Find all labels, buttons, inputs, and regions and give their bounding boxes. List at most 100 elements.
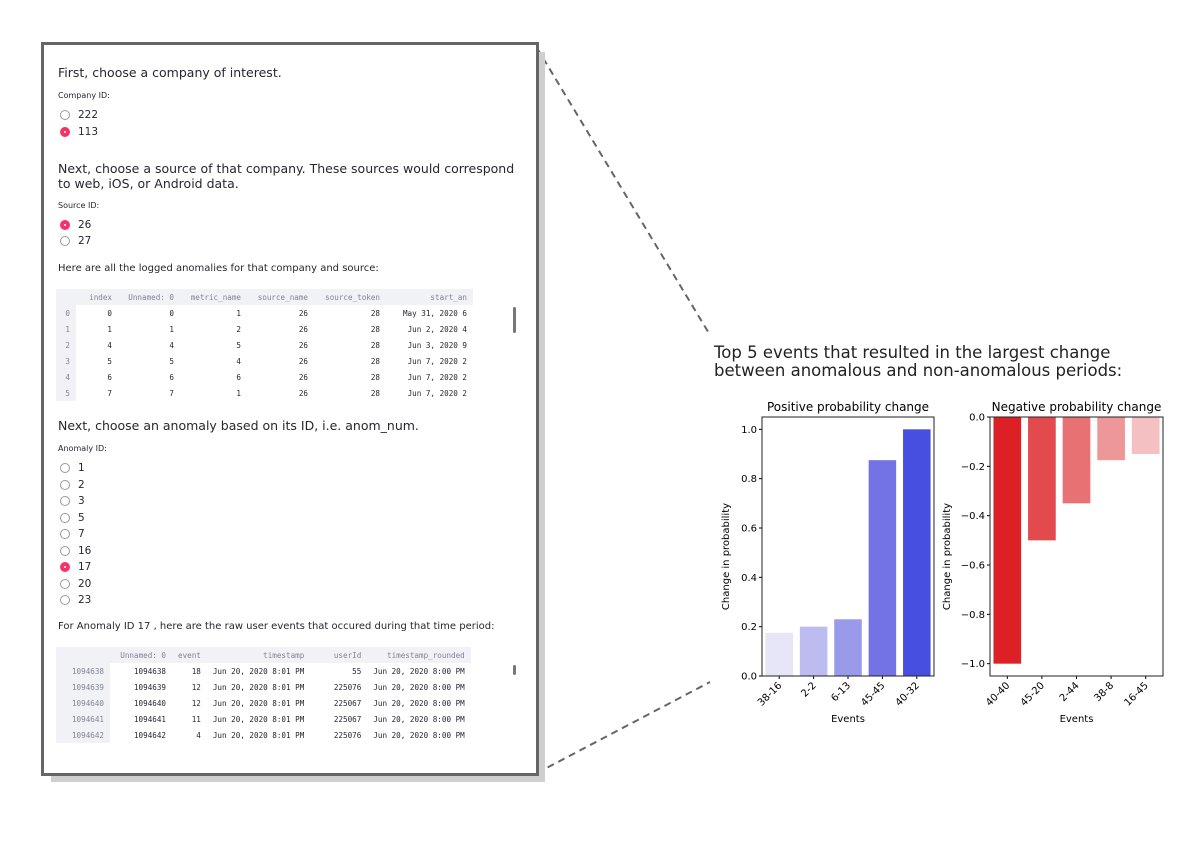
radio-unselected-icon [60,463,70,473]
anomalies-table[interactable]: index Unnamed: 0 metric_name source_name sou… [56,289,518,403]
radio-unselected-icon [60,595,70,605]
figure-title: Top 5 events that resulted in the larges… [714,343,1123,380]
table-row[interactable]: 4 6 6 6 26 28 Jun 7, 2020 2 [56,369,473,385]
table-cell: Jun 2, 2020 4 [407,324,467,334]
bar [1097,417,1125,461]
table-cell: 26 [298,372,308,382]
table-cell: 225067 [333,714,362,724]
events-text: For Anomaly ID 17 , here are the raw use… [58,621,495,632]
table-cell: Jun 20, 2020 8:00 PM [373,682,465,692]
table-row[interactable]: 1094641 1094641 11 Jun 20, 2020 8:01 PM 2250… [56,711,471,727]
anomalies-text: Here are all the logged anomalies for th… [58,263,379,274]
y-tick-label: 0.0 [741,672,757,683]
column-header[interactable]: timestamp_rounded [367,647,471,663]
column-header[interactable] [56,647,110,663]
radio-option[interactable]: 17 [60,559,91,575]
y-tick-label: −1.0 [961,659,985,670]
table-row[interactable]: 0 0 0 1 26 28 May 31, 2020 6 [56,305,473,321]
table-cell: Jun 20, 2020 8:00 PM [373,698,465,708]
table-cell: 1094641 [133,714,166,724]
table-cell: 7 [107,388,112,398]
table-cell: 26 [298,388,308,398]
table-cell: 1 [236,308,241,318]
radio-unselected-icon [60,512,70,523]
x-axis-label: Events [831,714,865,725]
row-index: 1094642 [56,727,110,743]
events-table[interactable]: Unnamed: 0 event timestamp userId timestamp_… [56,647,518,751]
column-header[interactable]: index [76,289,118,305]
table-scrollbar[interactable] [513,665,516,675]
radio-option[interactable]: 26 [60,217,91,233]
row-index: 3 [56,353,76,369]
radio-unselected-icon [60,236,70,246]
x-tick-label: 45-45 [859,680,887,708]
table-cell: 5 [107,356,112,366]
radio-label: 2 [78,478,85,491]
bar [1028,417,1056,541]
column-header[interactable]: start_an [386,289,473,305]
x-tick-label: 16-45 [1122,680,1150,708]
column-header[interactable]: event [172,647,207,663]
bar [1062,417,1091,504]
radio-option[interactable]: 1 [60,460,85,476]
table-cell: 28 [370,388,380,398]
column-header[interactable]: Unnamed: 0 [110,647,172,663]
table-row[interactable]: 1 1 1 2 26 28 Jun 2, 2020 4 [56,321,473,337]
column-header[interactable]: Unnamed: 0 [118,289,180,305]
table-row[interactable]: 5 7 7 1 26 28 Jun 7, 2020 2 [56,385,473,401]
radio-option[interactable]: 2 [60,477,85,493]
radio-label: 7 [78,528,85,540]
y-tick-label: 0.2 [741,622,757,633]
radio-option[interactable]: 5 [60,510,85,526]
table-cell: 5 [169,356,174,366]
column-header[interactable]: timestamp [206,647,311,663]
table-cell: 28 [370,324,380,334]
column-header[interactable] [56,289,76,305]
table-row[interactable]: 2 4 4 5 26 28 Jun 3, 2020 9 [56,337,473,353]
column-header[interactable]: source_token [314,289,386,305]
table-cell: 0 [169,308,174,318]
table-row[interactable]: 1094640 1094640 12 Jun 20, 2020 8:01 PM 2250… [56,695,471,711]
y-tick-label: 0.4 [741,573,757,584]
table-cell: Jun 20, 2020 8:01 PM [212,666,305,676]
radio-option[interactable]: 7 [60,526,85,542]
radio-option[interactable]: 113 [60,124,98,140]
x-tick-label: 38-8 [1092,680,1116,704]
radio-label: 26 [78,219,92,231]
radio-unselected-icon [60,529,70,539]
chart-title: Positive probability change [767,400,929,414]
table-cell: Jun 7, 2020 2 [407,388,467,398]
row-index: 1094641 [56,711,110,727]
table-cell: 225076 [333,682,362,692]
y-tick-label: −0.4 [961,511,985,522]
table-scrollbar[interactable] [513,307,516,333]
radio-option[interactable]: 23 [60,592,91,608]
table-cell: 28 [370,340,380,350]
radio-option[interactable]: 20 [60,576,91,592]
chart-title: Negative probability change [992,400,1162,414]
axes-frame [989,416,1164,677]
table-row[interactable]: 1094642 1094642 4 Jun 20, 2020 8:01 PM 22507… [56,727,471,743]
y-tick-label: −0.8 [961,610,985,621]
row-index: 5 [56,385,76,401]
radio-option[interactable]: 27 [60,233,91,249]
row-index: 0 [56,305,76,321]
table-cell: 18 [191,666,201,676]
radio-label: 113 [78,126,99,138]
row-index: 1 [56,321,76,337]
radio-option[interactable]: 16 [60,543,91,559]
table-cell: 55 [352,666,362,676]
table-cell: 1094642 [133,730,166,740]
table-row[interactable]: 3 5 5 4 26 28 Jun 7, 2020 2 [56,353,473,369]
radio-option[interactable]: 3 [60,493,85,509]
bar [765,632,793,676]
radio-option[interactable]: 222 [60,107,98,123]
column-header[interactable]: source_name [247,289,314,305]
table-row[interactable]: 1094639 1094639 12 Jun 20, 2020 8:01 PM 2250… [56,679,471,695]
table-row[interactable]: 1094638 1094638 18 Jun 20, 2020 8:01 PM 55 Ju… [56,663,471,679]
table-cell: 225076 [333,730,362,740]
column-header[interactable]: userId [310,647,368,663]
radio-label: 16 [78,544,92,557]
table-cell: May 31, 2020 6 [402,308,467,318]
column-header[interactable]: metric_name [180,289,247,305]
